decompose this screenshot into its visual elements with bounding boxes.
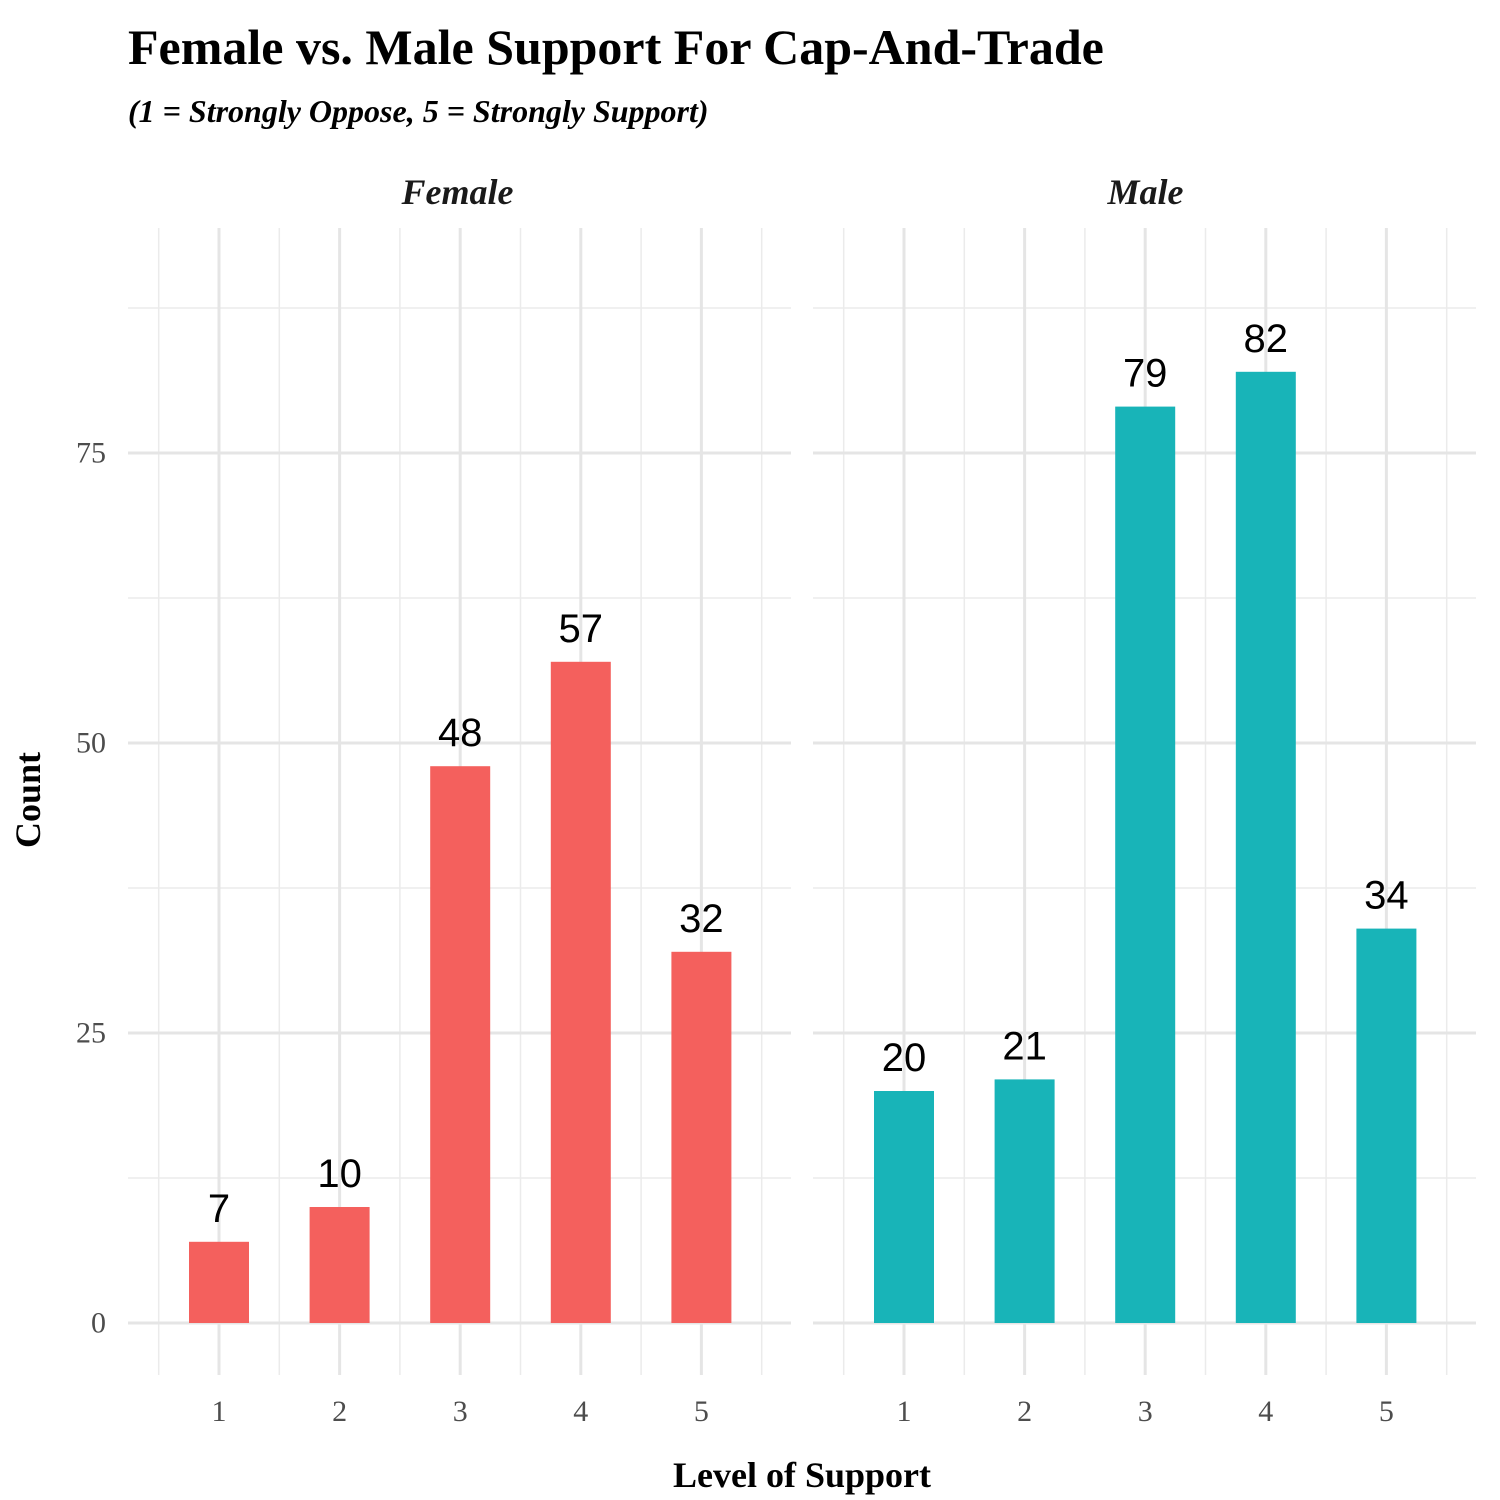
y-tick-label-75: 75 [76, 437, 106, 470]
facet-label-male: Male [1107, 172, 1184, 212]
male-bar-3 [1115, 406, 1176, 1324]
male-x-tick-label-3: 3 [1138, 1395, 1153, 1428]
y-tick-labels: 0 25 50 75 [76, 437, 106, 1340]
male-x-tick-label-1: 1 [897, 1395, 912, 1428]
female-bar-1 [189, 1241, 249, 1323]
facet-male: Male 20 1 21 2 79 3 82 4 34 5 [813, 172, 1476, 1428]
facet-label-female: Female [401, 172, 514, 212]
female-bar-2 [309, 1207, 370, 1323]
male-data-label-4: 82 [1244, 317, 1289, 361]
female-x-tick-label-2: 2 [332, 1395, 347, 1428]
male-bar-1 [874, 1091, 934, 1323]
female-x-tick-label-1: 1 [212, 1395, 227, 1428]
male-data-label-2: 21 [1002, 1024, 1047, 1068]
male-data-label-3: 79 [1123, 352, 1168, 396]
female-data-label-3: 48 [438, 711, 483, 755]
female-x-tick-label-3: 3 [453, 1395, 468, 1428]
female-data-label-2: 10 [317, 1152, 362, 1196]
male-x-tick-label-2: 2 [1017, 1395, 1032, 1428]
y-tick-label-25: 25 [76, 1017, 106, 1050]
male-x-tick-label-5: 5 [1379, 1395, 1394, 1428]
y-tick-label-0: 0 [91, 1307, 106, 1340]
male-bar-5 [1356, 928, 1417, 1323]
male-bar-2 [994, 1079, 1055, 1323]
female-data-label-5: 32 [679, 897, 724, 941]
chart-subtitle: (1 = Strongly Oppose, 5 = Strongly Suppo… [128, 93, 709, 129]
facet-female: Female 7 1 10 2 48 3 57 4 32 5 [128, 172, 791, 1428]
female-data-label-1: 7 [208, 1187, 230, 1231]
female-data-label-4: 57 [559, 607, 604, 651]
female-x-tick-label-4: 4 [573, 1395, 588, 1428]
chart-title: Female vs. Male Support For Cap-And-Trad… [128, 19, 1104, 75]
male-data-label-5: 34 [1364, 874, 1409, 918]
male-bar-4 [1235, 371, 1296, 1323]
female-bar-5 [671, 951, 732, 1323]
female-bar-3 [430, 766, 491, 1323]
female-bar-4 [550, 661, 611, 1323]
y-tick-label-50: 50 [76, 727, 106, 760]
female-x-tick-label-5: 5 [694, 1395, 709, 1428]
male-x-tick-label-4: 4 [1258, 1395, 1273, 1428]
y-axis-title: Count [8, 752, 48, 848]
x-axis-title: Level of Support [673, 1455, 931, 1495]
male-data-label-1: 20 [882, 1036, 927, 1080]
